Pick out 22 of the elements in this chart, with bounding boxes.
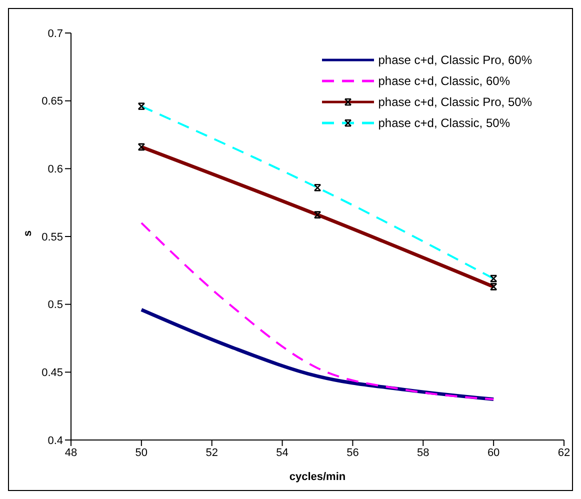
- legend-label: phase c+d, Classic Pro, 60%: [378, 52, 532, 66]
- x-tick-label: 52: [206, 446, 218, 459]
- line-series: [140, 222, 495, 400]
- legend-label: phase c+d, Classic, 50%: [378, 116, 510, 130]
- y-tick-label: 0.55: [42, 231, 63, 244]
- legend-label: phase c+d, Classic Pro, 50%: [378, 94, 532, 108]
- x-tick-label: 50: [135, 446, 148, 459]
- y-axis-title: s: [22, 230, 34, 236]
- y-tick-label: 0.45: [42, 367, 63, 380]
- y-tick-label: 0.5: [48, 299, 63, 312]
- x-tick-label: 48: [64, 446, 78, 459]
- x-tick-label: 54: [276, 446, 288, 459]
- x-tick-label: 58: [417, 446, 430, 459]
- x-tick-label: 62: [558, 446, 570, 459]
- x-tick-label: 56: [346, 446, 359, 459]
- y-tick-label: 0.7: [48, 28, 63, 40]
- x-tick-label: 60: [487, 446, 500, 459]
- y-tick-label: 0.65: [42, 96, 63, 108]
- y-tick-label: 0.4: [48, 434, 63, 447]
- y-tick-label: 0.6: [48, 164, 63, 176]
- legend-label: phase c+d, Classic, 60%: [378, 74, 510, 88]
- x-axis-title: cycles/min: [289, 471, 346, 483]
